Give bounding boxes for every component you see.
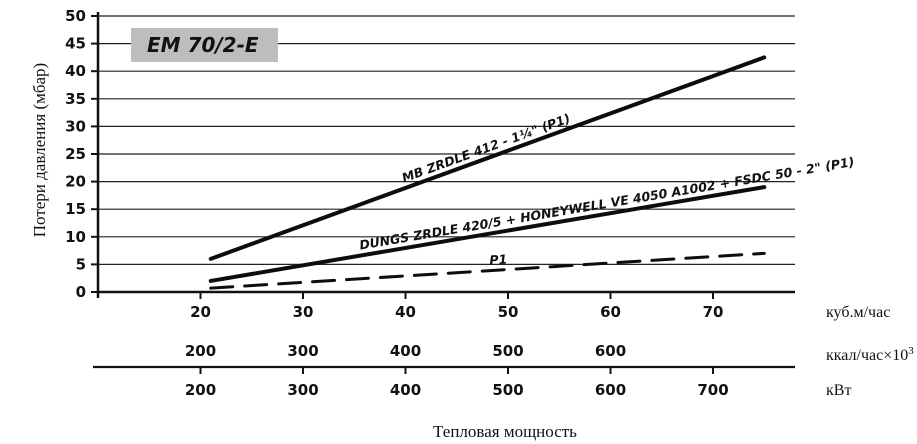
y-tick-label: 30 — [65, 117, 86, 135]
x-tick-label: 300 — [287, 381, 318, 399]
x-tick-label: 400 — [390, 381, 421, 399]
x-tick-label: 30 — [293, 303, 314, 321]
chart-title: EM 70/2-E — [147, 33, 259, 57]
chart-title-box: EM 70/2-E — [131, 28, 278, 62]
x-unit-label: кВт — [826, 382, 851, 399]
x-tick-label: 200 — [185, 342, 216, 360]
y-axis-label: Потери давления (мбар) — [30, 63, 49, 237]
x-tick-label: 40 — [395, 303, 416, 321]
x-tick-label: 300 — [287, 342, 318, 360]
chart-title-background — [131, 28, 278, 62]
x-unit-label: ккал/час×103 — [826, 345, 914, 364]
grid-lines — [98, 15, 795, 265]
y-tick-label: 0 — [76, 283, 86, 301]
x-tick-label: 600 — [595, 381, 626, 399]
y-tick-label: 40 — [65, 62, 86, 80]
unit-labels: куб.м/час ккал/час×103 кВт — [826, 304, 914, 399]
series-lines — [208, 55, 767, 290]
x-tick-label: 500 — [492, 342, 523, 360]
y-tick-label: 5 — [76, 255, 86, 273]
axes — [91, 12, 795, 374]
y-tick-label: 10 — [65, 228, 86, 246]
x-tick-label: 400 — [390, 342, 421, 360]
series-label: P1 — [489, 252, 508, 268]
x-tick-label: 700 — [697, 381, 728, 399]
x-tick-label: 20 — [190, 303, 211, 321]
x-axis-label: Тепловая мощность — [433, 422, 577, 441]
x-tick-label: 600 — [595, 342, 626, 360]
tick-labels: 0 5 10 15 20 25 30 35 40 45 50 20 30 40 50 60 70 200 300 40… — [65, 7, 729, 399]
series-label: MB ZRDLE 412 - 1¼" (P1) — [400, 110, 572, 185]
x-tick-label: 50 — [498, 303, 519, 321]
y-tick-label: 20 — [65, 173, 86, 191]
x-tick-label: 60 — [600, 303, 621, 321]
y-tick-label: 50 — [65, 7, 86, 25]
x-tick-label: 200 — [185, 381, 216, 399]
series-line — [208, 185, 767, 283]
series-line — [209, 251, 766, 290]
y-tick-label: 25 — [65, 145, 86, 163]
y-tick-label: 15 — [65, 200, 86, 218]
x-tick-label: 500 — [492, 381, 523, 399]
y-tick-label: 35 — [65, 90, 86, 108]
y-tick-label: 45 — [65, 35, 86, 53]
x-tick-label: 70 — [703, 303, 724, 321]
x-unit-label: куб.м/час — [826, 304, 890, 321]
series-line — [208, 55, 767, 261]
